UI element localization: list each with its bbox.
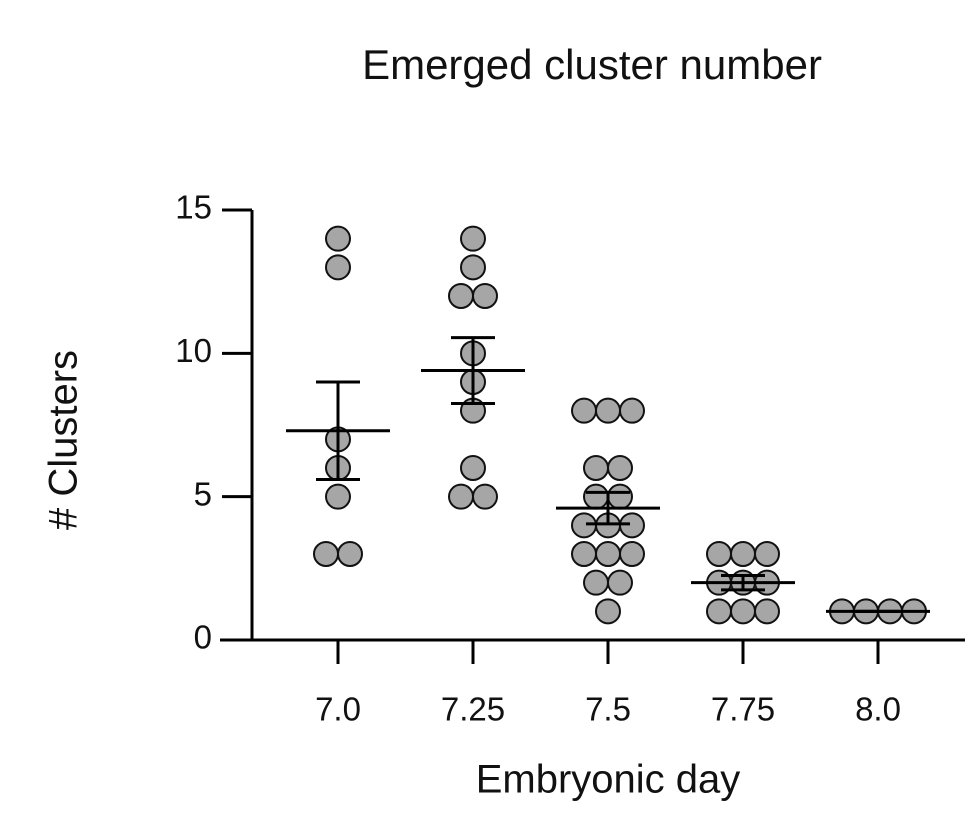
x-axis-label: Embryonic day bbox=[476, 758, 741, 802]
data-point bbox=[460, 455, 486, 481]
y-tick-label: 5 bbox=[194, 475, 212, 512]
data-point bbox=[325, 225, 351, 252]
data-point bbox=[571, 541, 597, 567]
data-point bbox=[460, 225, 486, 252]
data-point bbox=[706, 541, 732, 567]
data-point bbox=[472, 283, 498, 309]
data-point bbox=[730, 598, 756, 625]
x-tick-label: 7.5 bbox=[585, 691, 631, 728]
x-tick-label: 7.0 bbox=[315, 691, 361, 728]
data-point bbox=[325, 254, 351, 281]
data-point bbox=[607, 455, 633, 481]
y-axis-label: # Clusters bbox=[42, 350, 86, 530]
y-tick-label: 15 bbox=[175, 189, 212, 226]
data-point bbox=[583, 455, 609, 481]
data-point bbox=[571, 397, 597, 424]
data-point bbox=[706, 598, 732, 625]
data-point bbox=[448, 483, 474, 510]
data-point bbox=[607, 569, 633, 596]
data-point bbox=[595, 541, 621, 567]
y-tick-label: 10 bbox=[175, 332, 212, 369]
x-tick-label: 7.25 bbox=[441, 691, 505, 728]
data-point bbox=[619, 541, 645, 567]
data-point bbox=[448, 283, 474, 309]
data-point bbox=[607, 483, 633, 510]
data-point bbox=[754, 598, 780, 625]
data-point bbox=[325, 483, 351, 510]
data-point bbox=[337, 541, 363, 567]
data-point bbox=[730, 541, 756, 567]
x-tick-label: 7.75 bbox=[711, 691, 775, 728]
chart-title: Emerged cluster number bbox=[362, 41, 822, 88]
data-point bbox=[595, 598, 621, 625]
data-point bbox=[472, 483, 498, 510]
data-point bbox=[460, 254, 486, 281]
y-tick-label: 0 bbox=[194, 619, 212, 656]
data-point bbox=[583, 483, 609, 510]
data-point bbox=[583, 569, 609, 596]
data-point bbox=[754, 541, 780, 567]
x-tick-label: 8.0 bbox=[855, 691, 901, 728]
data-point bbox=[313, 541, 339, 567]
data-point bbox=[595, 397, 621, 424]
data-point bbox=[619, 397, 645, 424]
